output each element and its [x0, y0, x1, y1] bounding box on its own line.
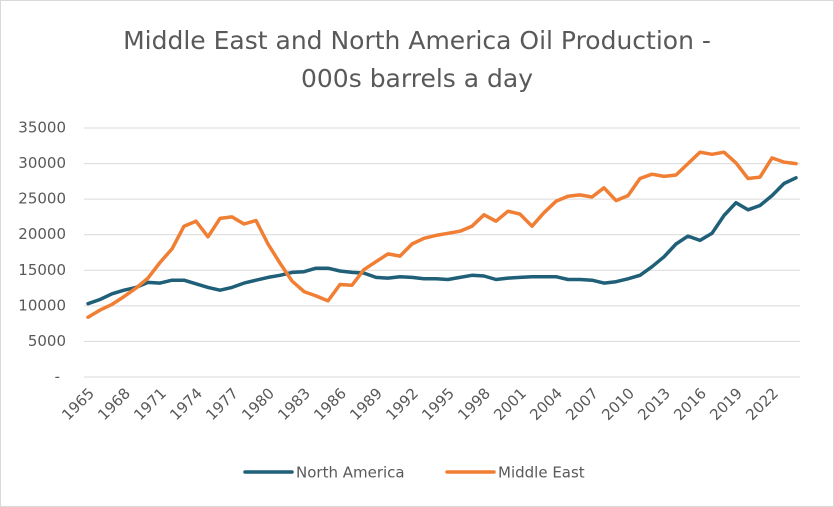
series-line: [86, 150, 798, 319]
y-tick-label: 5000: [28, 332, 66, 350]
y-tick-label: 35000: [18, 119, 66, 137]
legend-label: North America: [296, 464, 405, 482]
y-tick-label: 15000: [18, 261, 66, 279]
y-tick-label: 30000: [18, 154, 66, 172]
y-tick-label: 20000: [18, 225, 66, 243]
y-tick-label: 25000: [18, 190, 66, 208]
chart-title: Middle East and North America Oil Produc…: [123, 26, 711, 55]
y-tick-label: -: [55, 368, 60, 386]
chart-title: 000s barrels a day: [301, 64, 533, 93]
series-line: [86, 176, 798, 306]
legend-label: Middle East: [498, 464, 585, 482]
y-tick-label: 10000: [18, 296, 66, 314]
